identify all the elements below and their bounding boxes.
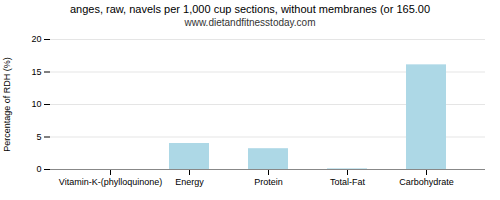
svg-text:Carbohydrate: Carbohydrate (399, 177, 454, 187)
svg-text:Percentage of RDH (%): Percentage of RDH (%) (2, 57, 12, 152)
svg-text:Energy: Energy (175, 177, 204, 187)
svg-text:15: 15 (31, 67, 41, 77)
svg-text:10: 10 (31, 99, 41, 109)
svg-text:Total-Fat: Total-Fat (330, 177, 366, 187)
svg-text:Vitamin-K-(phylloquinone): Vitamin-K-(phylloquinone) (59, 177, 162, 187)
svg-text:Protein: Protein (254, 177, 283, 187)
svg-text:0: 0 (36, 164, 41, 174)
svg-text:5: 5 (36, 132, 41, 142)
html-text:anges, raw, navels per 1,000 c: anges, raw, navels per 1,000 cup section… (69, 3, 431, 15)
svg-text:20: 20 (31, 34, 41, 44)
html-text:www.dietandfitnesstoday.com: www.dietandfitnesstoday.com (184, 17, 316, 28)
